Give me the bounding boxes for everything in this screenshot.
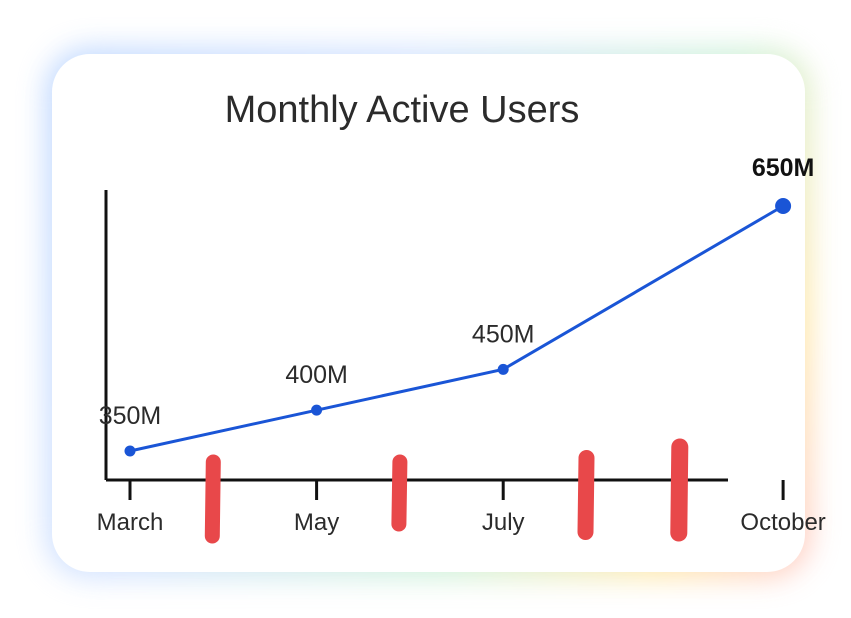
x-tick-label: October xyxy=(740,509,825,536)
chart-title: Monthly Active Users xyxy=(225,89,580,131)
data-label: 350M xyxy=(99,402,162,430)
data-label: 450M xyxy=(472,320,535,348)
data-point xyxy=(311,404,323,416)
x-tick-label: July xyxy=(482,509,525,536)
hand-drawn-mark xyxy=(577,450,595,540)
series-line xyxy=(129,204,784,453)
hand-drawn-mark xyxy=(391,454,408,532)
data-label: 400M xyxy=(285,361,348,389)
x-tick-label: May xyxy=(294,509,339,536)
hand-drawn-mark xyxy=(204,454,221,544)
data-label: 650M xyxy=(752,154,815,182)
hand-drawn-mark xyxy=(670,438,689,542)
data-point xyxy=(497,363,509,375)
x-tick-label: March xyxy=(97,509,164,536)
data-point xyxy=(124,445,136,457)
data-point xyxy=(775,198,792,214)
